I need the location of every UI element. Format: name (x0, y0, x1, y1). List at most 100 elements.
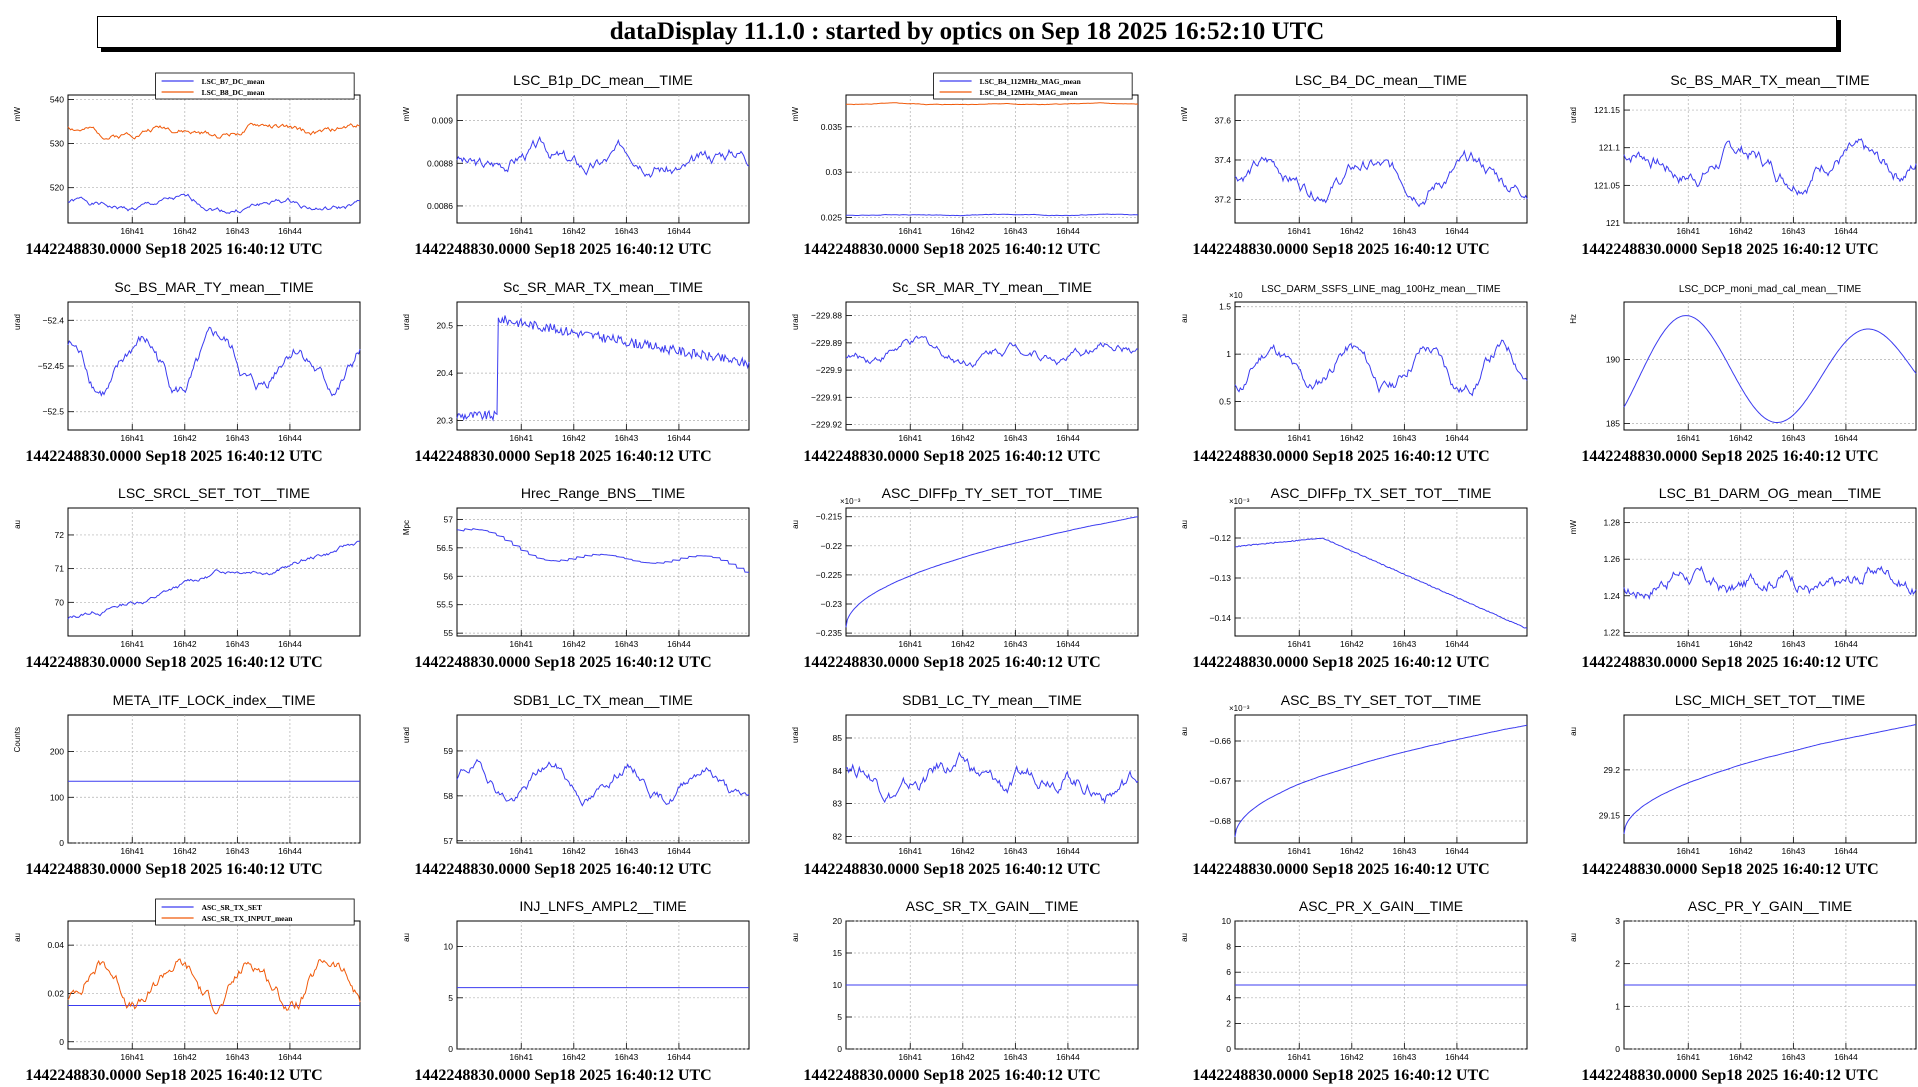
x-tick-label: 16h44 (1445, 846, 1469, 856)
chart-title: ASC_DIFFp_TX_SET_TOT__TIME (1271, 485, 1492, 501)
chart-panel: 185 190 16h41 16h42 16h43 16h44 Hz LSC_DCP_moni… (1569, 284, 1917, 465)
chart-title: SDB1_LC_TX_mean__TIME (513, 692, 693, 708)
x-tick-label: 16h44 (1445, 1052, 1469, 1062)
y-tick-label: 37.2 (1214, 194, 1231, 204)
x-tick-label: 16h43 (1004, 226, 1028, 236)
x-tick-label: 16h44 (1445, 433, 1469, 443)
timestamp-footer: 1442248830.0000 Sep18 2025 16:40:12 UTC (803, 861, 1100, 878)
chart-title: Sc_BS_MAR_TX_mean__TIME (1670, 72, 1869, 88)
x-tick-label: 16h43 (226, 433, 250, 443)
x-tick-label: 16h41 (120, 846, 144, 856)
y-tick-label: 10 (1222, 916, 1232, 926)
chart-title: LSC_B4_DC_mean__TIME (1295, 72, 1467, 88)
chart-panel: 0.5 1 1.5 16h41 16h42 16h43 16h44 au ×10 LSC_DARM… (1180, 284, 1528, 465)
plot-frame (1234, 507, 1528, 637)
x-tick-label: 16h43 (615, 433, 639, 443)
chart-title: ASC_PR_Y_GAIN__TIME (1688, 898, 1852, 914)
x-tick-label: 16h42 (1340, 1052, 1364, 1062)
plot-frame (67, 94, 361, 224)
series-line (845, 751, 1139, 805)
title-banner: dataDisplay 11.1.0 : started by optics o… (97, 16, 1837, 48)
x-tick-label: 16h41 (509, 226, 533, 236)
plot-frame (1234, 714, 1528, 844)
y-axis-label: mW (13, 107, 22, 122)
y-tick-label: 59 (444, 746, 454, 756)
x-tick-label: 16h42 (173, 846, 197, 856)
y-tick-label: 540 (50, 94, 64, 104)
plot-frame (456, 94, 750, 224)
x-tick-label: 16h41 (1287, 846, 1311, 856)
chart-panel: −0.68 −0.67 −0.66 16h41 16h42 16h43 16h44 au ×10… (1180, 692, 1528, 878)
chart-title: ASC_PR_X_GAIN__TIME (1299, 898, 1463, 914)
chart-panel: 520 530 540 16h41 16h42 16h43 16h44 mW LSC_B7_DC… (13, 72, 361, 258)
x-tick-label: 16h44 (278, 433, 302, 443)
y-tick-label: −52.45 (38, 361, 65, 371)
y-tick-label: 37.4 (1214, 155, 1231, 165)
x-tick-label: 16h41 (1676, 846, 1700, 856)
legend-label: ASC_SR_TX_INPUT_mean (202, 914, 294, 923)
y-tick-label: 0 (59, 838, 64, 848)
x-tick-label: 16h44 (1056, 1052, 1080, 1062)
y-axis-label: urad (791, 727, 800, 743)
x-tick-label: 16h43 (226, 226, 250, 236)
timestamp-footer: 1442248830.0000 Sep18 2025 16:40:12 UTC (803, 241, 1100, 258)
plot-frame (456, 714, 750, 844)
y-tick-label: 2 (1615, 959, 1620, 969)
x-tick-label: 16h41 (120, 1052, 144, 1062)
x-tick-label: 16h44 (278, 1052, 302, 1062)
timestamp-footer: 1442248830.0000 Sep18 2025 16:40:12 UTC (1192, 861, 1489, 878)
y-tick-label: −0.225 (816, 570, 843, 580)
chart-panel: −0.14 −0.13 −0.12 16h41 16h42 16h43 16h44 au ×10… (1180, 485, 1528, 671)
y-axis-label: au (1180, 520, 1189, 529)
chart-panel: 70 71 72 16h41 16h42 16h43 16h44 au LSC_SRCL_SET… (13, 485, 361, 671)
y-tick-label: 121.15 (1594, 105, 1620, 115)
axis-exponent: ×10⁻³ (1229, 704, 1250, 713)
series-line (67, 326, 361, 397)
x-tick-label: 16h44 (278, 226, 302, 236)
x-tick-label: 16h42 (951, 433, 975, 443)
y-tick-label: −0.14 (1209, 613, 1231, 623)
y-tick-label: 200 (50, 747, 64, 757)
chart-panel: 55 55.5 56 56.5 57 16h41 16h42 16h43 16h44 Mpc Hre… (402, 485, 750, 671)
x-tick-label: 16h41 (509, 433, 533, 443)
x-tick-label: 16h44 (1834, 1052, 1858, 1062)
plot-frame (1234, 301, 1528, 431)
y-axis-label: urad (402, 727, 411, 743)
timestamp-footer: 1442248830.0000 Sep18 2025 16:40:12 UTC (414, 654, 711, 671)
chart-title: INJ_LNFS_AMPL2__TIME (519, 898, 686, 914)
x-tick-label: 16h42 (951, 846, 975, 856)
y-tick-label: 83 (833, 799, 843, 809)
x-tick-label: 16h42 (562, 1052, 586, 1062)
y-tick-label: −0.22 (820, 541, 842, 551)
y-tick-label: 1 (1226, 349, 1231, 359)
y-tick-label: 1.22 (1603, 627, 1620, 637)
series-line (1623, 724, 1917, 834)
x-tick-label: 16h42 (1729, 639, 1753, 649)
series-line (67, 958, 361, 1015)
y-axis-label: au (402, 933, 411, 942)
timestamp-footer: 1442248830.0000 Sep18 2025 16:40:12 UTC (1581, 241, 1878, 258)
x-tick-label: 16h41 (120, 433, 144, 443)
y-axis-label: urad (402, 314, 411, 330)
x-tick-label: 16h44 (1445, 226, 1469, 236)
x-tick-label: 16h41 (509, 1052, 533, 1062)
y-tick-label: −0.12 (1209, 533, 1231, 543)
x-tick-label: 16h43 (1393, 226, 1417, 236)
timestamp-footer: 1442248830.0000 Sep18 2025 16:40:12 UTC (414, 861, 711, 878)
timestamp-footer: 1442248830.0000 Sep18 2025 16:40:12 UTC (25, 1067, 322, 1084)
y-tick-label: 121.05 (1594, 180, 1620, 190)
plot-frame (845, 301, 1139, 431)
timestamp-footer: 1442248830.0000 Sep18 2025 16:40:12 UTC (1192, 241, 1489, 258)
x-tick-label: 16h41 (1287, 639, 1311, 649)
timestamp-footer: 1442248830.0000 Sep18 2025 16:40:12 UTC (25, 448, 322, 465)
chart-panel: 82 83 84 85 16h41 16h42 16h43 16h44 urad SDB1_LC_… (791, 692, 1139, 878)
y-axis-label: Hz (1569, 314, 1578, 324)
x-tick-label: 16h44 (1834, 433, 1858, 443)
x-tick-label: 16h42 (562, 226, 586, 236)
chart-title: LSC_DCP_moni_mad_cal_mean__TIME (1679, 284, 1862, 295)
chart-title: LSC_B1p_DC_mean__TIME (513, 72, 693, 88)
series-line (845, 213, 1139, 217)
timestamp-footer: 1442248830.0000 Sep18 2025 16:40:12 UTC (25, 241, 322, 258)
plot-frame (456, 507, 750, 637)
y-tick-label: 0.025 (821, 213, 843, 223)
